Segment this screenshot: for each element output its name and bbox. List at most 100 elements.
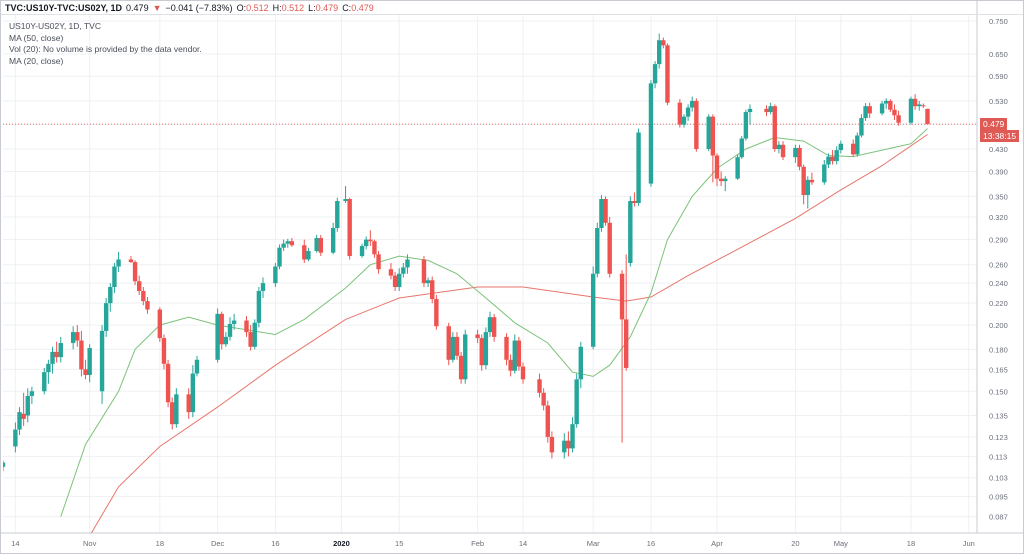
x-tick-label: 18	[156, 539, 164, 548]
series-legend[interactable]: US10Y-US02Y, 1D, TVC	[9, 21, 101, 31]
candle-down	[219, 313, 224, 345]
candle-up	[223, 336, 229, 345]
last-price: 0.479	[126, 3, 149, 13]
candle-up	[747, 108, 753, 113]
candle-down	[430, 280, 435, 300]
volume-legend[interactable]: Vol (20): No volume is provided by the d…	[9, 44, 202, 54]
candle-down	[764, 108, 769, 113]
candle-up	[29, 391, 35, 396]
x-tick-label: Nov	[83, 539, 97, 548]
x-tick-label: 16	[647, 539, 655, 548]
candle-down	[607, 222, 612, 274]
ma50-legend[interactable]: MA (50, close)	[9, 32, 64, 43]
x-tick-label: Apr	[711, 539, 723, 548]
candle-down	[491, 317, 497, 337]
y-tick-label: 0.750	[989, 17, 1008, 26]
candle-up	[281, 243, 286, 248]
y-tick-label: 0.180	[989, 345, 1008, 354]
candle-up	[260, 283, 266, 291]
candle-down	[244, 320, 249, 333]
candle-up	[838, 143, 844, 151]
candle-up	[793, 147, 798, 158]
y-tick-label: 0.530	[989, 97, 1008, 106]
plot-area	[3, 33, 977, 533]
candle-down	[661, 40, 666, 46]
candle-down	[710, 116, 716, 156]
candle-up	[273, 266, 278, 284]
x-tick-label: Feb	[471, 539, 484, 548]
candle-down	[694, 100, 699, 150]
candle-down	[458, 355, 464, 380]
candle-up	[13, 429, 18, 447]
candle-down	[921, 105, 926, 107]
symbol-name[interactable]: TVC:US10Y-TVC:US02Y, 1D	[5, 3, 123, 13]
candle-down	[128, 259, 134, 263]
candle-up	[574, 379, 579, 425]
candle-down	[372, 241, 377, 255]
price-change: −0.041 (−7.83%)	[165, 3, 233, 13]
candle-up	[405, 259, 410, 268]
candle-down	[54, 351, 59, 358]
candle-up	[227, 323, 233, 337]
low-label: L:	[308, 3, 316, 13]
candle-up	[826, 156, 831, 165]
y-tick-label: 0.290	[989, 236, 1008, 245]
candle-up	[252, 322, 257, 347]
candle-up	[174, 394, 179, 425]
candle-up	[335, 201, 340, 229]
candle-down	[302, 245, 307, 260]
candle-down	[347, 199, 352, 257]
y-tick-label: 0.220	[989, 299, 1008, 308]
candle-down	[388, 269, 394, 276]
candle-up	[330, 228, 336, 253]
candle-up	[590, 273, 596, 347]
candle-up	[397, 273, 402, 288]
candle-up	[215, 313, 220, 360]
x-tick-label: 20	[791, 539, 799, 548]
candle-down	[454, 336, 460, 356]
x-tick-label: 15	[395, 539, 403, 548]
candle-down	[780, 144, 786, 158]
candle-down	[603, 199, 608, 223]
high-label: H:	[272, 3, 282, 13]
y-tick-label: 0.150	[989, 387, 1008, 396]
candle-down	[157, 309, 163, 339]
countdown-tag: 13:38:15	[980, 130, 1020, 143]
candle-down	[318, 238, 323, 253]
candle-down	[520, 366, 526, 380]
candle-down	[665, 45, 670, 103]
ma20-legend[interactable]: MA (20, close)	[9, 55, 64, 66]
candle-down	[434, 299, 439, 327]
candle-up	[917, 104, 922, 107]
candle-up	[116, 259, 121, 267]
candle-up	[425, 280, 431, 284]
candle-up	[108, 287, 113, 304]
candle-up	[570, 424, 575, 449]
candle-up	[723, 178, 728, 182]
x-tick-label: 14	[519, 539, 527, 548]
candle-up	[483, 332, 489, 366]
candle-down	[632, 201, 637, 204]
candle-down	[475, 334, 480, 339]
candle-up	[46, 363, 51, 373]
candle-up	[463, 334, 468, 380]
candle-up	[285, 241, 290, 244]
candle-down	[376, 254, 381, 270]
candle-up	[739, 138, 744, 158]
x-tick-label: Jun	[963, 539, 975, 548]
candle-up	[401, 267, 406, 274]
x-tick-label: 2020	[333, 539, 350, 548]
countdown-value: 13:38:15	[983, 131, 1017, 142]
y-tick-label: 0.165	[989, 365, 1008, 374]
candle-up	[595, 228, 600, 274]
candle-up	[657, 40, 662, 65]
candle-down	[714, 155, 720, 179]
candle-down	[541, 392, 546, 406]
candle-up	[343, 199, 348, 202]
candle-down	[132, 262, 138, 282]
candle-down	[79, 340, 84, 370]
candle-down	[479, 338, 484, 366]
candle-down	[850, 143, 856, 155]
